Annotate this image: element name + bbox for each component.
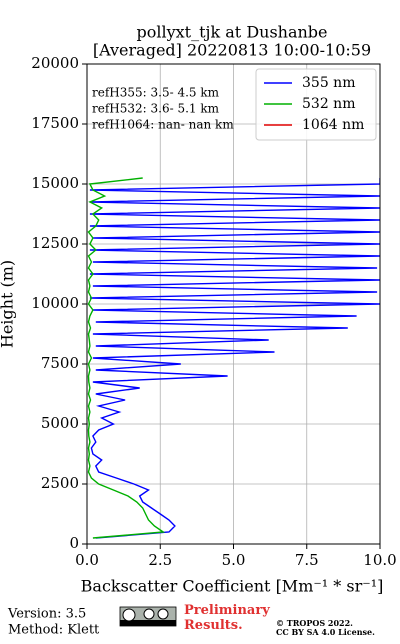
x-tick-label: 7.5 [295, 551, 319, 569]
y-tick-label: 15000 [31, 174, 79, 192]
plot-frame [86, 63, 381, 545]
y-axis-label: Height (m) [0, 260, 17, 348]
x-tick-label: 0.0 [75, 551, 99, 569]
annotation: refH532: 3.6- 5.1 km [92, 102, 220, 116]
y-tick-label: 5000 [41, 414, 79, 432]
y-tick-label: 20000 [31, 54, 79, 72]
y-tick-label: 2500 [41, 474, 79, 492]
annotation: refH1064: nan- nan km [92, 118, 234, 132]
x-tick-label: 10.0 [363, 551, 396, 569]
legend-label: 1064 nm [302, 117, 364, 133]
method: Method: Klett [8, 623, 100, 638]
copyright: © TROPOS 2022. [276, 618, 353, 628]
x-axis-label: Backscatter Coefficient [Mm⁻¹ * sr⁻¹] [81, 577, 384, 596]
legend-box [255, 68, 377, 141]
data-line [87, 177, 166, 539]
y-tick-label: 0 [69, 534, 79, 552]
version: Version: 3.5 [7, 607, 86, 622]
chart-subtitle: [Averaged] 20220813 10:00-10:59 [93, 41, 371, 60]
y-tick-label: 10000 [31, 294, 79, 312]
legend-label: 355 nm [302, 75, 355, 91]
x-tick-label: 2.5 [148, 551, 172, 569]
preliminary-note: Preliminary Results. [184, 603, 270, 633]
y-tick-label: 12500 [31, 234, 79, 252]
license: CC BY SA 4.0 License. [276, 627, 375, 637]
y-tick-label: 7500 [41, 354, 79, 372]
chart-title: pollyxt_tjk at Dushanbe [136, 23, 327, 42]
y-tick-label: 17500 [31, 114, 79, 132]
x-tick-label: 5.0 [222, 551, 246, 569]
annotation: refH355: 3.5- 4.5 km [92, 86, 220, 100]
cc-badge [119, 606, 177, 627]
legend-label: 532 nm [302, 96, 355, 112]
